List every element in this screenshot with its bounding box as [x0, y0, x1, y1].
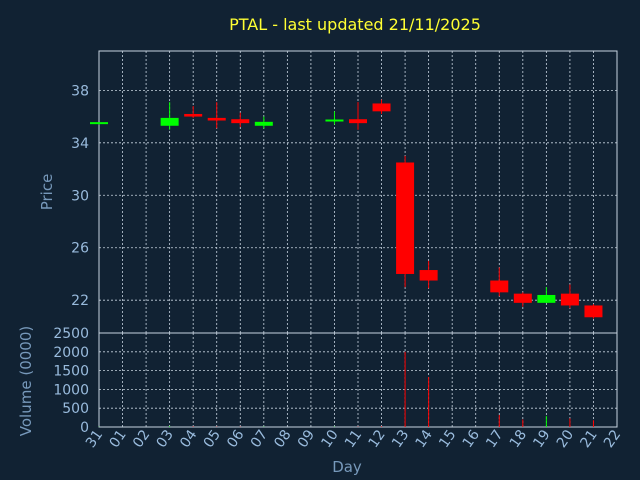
candle-body: [207, 117, 226, 121]
x-tick-label: 03: [154, 427, 177, 451]
candle-body: [584, 305, 603, 318]
x-tick-label: 01: [106, 427, 129, 451]
x-tick-label: 02: [130, 427, 153, 451]
volume-tick-label: 500: [62, 401, 89, 417]
x-tick-label: 22: [601, 427, 624, 451]
price-tick-label: 34: [71, 136, 89, 152]
x-tick-label: 13: [389, 427, 412, 451]
candle-body: [490, 280, 509, 293]
price-tick-label: 22: [71, 293, 89, 309]
candle-body: [537, 294, 556, 303]
x-tick-label: 20: [554, 427, 577, 451]
volume-axis-label: Volume (0000): [17, 326, 35, 436]
x-tick-label: 05: [201, 427, 224, 451]
x-tick-label: 14: [413, 427, 436, 451]
candle-body: [372, 103, 391, 112]
x-tick-label: 08: [271, 427, 294, 451]
candle-body: [396, 162, 415, 274]
volume-panel: 2500 2000 1500 1000 500 0: [53, 326, 618, 436]
candle-body: [90, 122, 108, 125]
x-tick-label: 09: [295, 427, 318, 451]
x-tick-label: 21: [577, 427, 600, 451]
x-tick-label: 17: [483, 427, 506, 451]
x-tick-label: 10: [318, 427, 341, 451]
x-tick-label: 07: [248, 427, 271, 451]
x-axis: 31 01 02 03 04 05 06 07 08 09 10 11 12 13 14 15 16 17 18 19…: [83, 427, 624, 451]
price-tick-label: 26: [71, 241, 89, 257]
x-axis-label: Day: [332, 458, 362, 476]
price-axis-label: Price: [38, 174, 56, 211]
volume-tick-label: 1000: [53, 382, 89, 398]
x-tick-label: 18: [507, 427, 530, 451]
candle-body: [160, 117, 179, 126]
price-tick-label: 38: [71, 83, 89, 99]
candle-body: [231, 119, 250, 124]
x-tick-label: 12: [365, 427, 388, 451]
x-tick-label: 19: [530, 427, 553, 451]
price-tick-label: 30: [71, 188, 89, 204]
candle-body: [325, 119, 344, 122]
candle-body: [419, 270, 438, 281]
chart-title: PTAL - last updated 21/11/2025: [229, 15, 481, 34]
x-tick-label: 04: [177, 427, 200, 451]
volume-tick-label: 0: [80, 420, 89, 436]
x-tick-label: 16: [460, 427, 483, 451]
volume-frame: [98, 332, 618, 428]
candle-body: [560, 293, 579, 306]
x-tick-label: 11: [342, 427, 365, 451]
volume-tick-label: 1500: [53, 364, 89, 380]
x-tick-label: 15: [436, 427, 459, 451]
candle-body: [349, 119, 367, 124]
price-panel: 38 34 30 26 22: [71, 50, 618, 334]
candle-body: [513, 293, 532, 303]
x-tick-label: 06: [224, 427, 247, 451]
candle-body: [254, 121, 273, 126]
volume-tick-label: 2000: [53, 345, 89, 361]
candle-body: [184, 113, 203, 117]
volume-tick-label: 2500: [53, 326, 89, 342]
